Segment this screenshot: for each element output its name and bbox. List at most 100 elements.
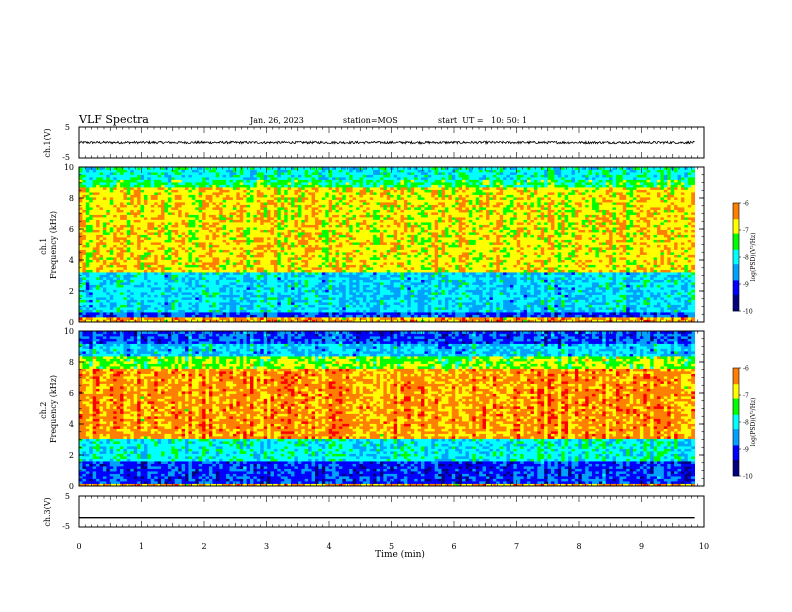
spectrogram-cell (663, 314, 668, 318)
spectrogram-cell (670, 284, 675, 288)
spectrogram-cell (294, 319, 299, 323)
spectrogram-cell (585, 312, 589, 315)
spectrogram-cell (362, 307, 367, 310)
spectrogram-cell (479, 284, 483, 288)
spectrogram-cell (379, 309, 384, 313)
spectrogram-cell (574, 264, 579, 268)
spectrogram-cell (273, 319, 278, 323)
spectrogram-cell (650, 292, 654, 295)
spectrogram-cell (143, 279, 148, 283)
spectrogram-cell (338, 274, 343, 278)
spectrogram-cell (650, 319, 654, 323)
spectrogram-cell (574, 262, 579, 265)
spectrogram-cell (410, 287, 415, 290)
spectrogram-cell (561, 284, 566, 288)
spectrogram-cell (96, 257, 100, 260)
spectrogram-cell (533, 267, 538, 270)
spectrogram-cell (636, 304, 641, 308)
spectrogram-cell (646, 257, 651, 260)
spectrogram-cell (609, 262, 613, 265)
ch1-spectrogram-heatmap (79, 167, 696, 323)
spectrogram-cell (431, 279, 436, 283)
spectrogram-cell (465, 259, 470, 263)
spectrogram-cell (294, 314, 299, 318)
spectrogram-cell (260, 307, 265, 310)
spectrogram-cell (188, 294, 193, 298)
spectrogram-cell (82, 284, 87, 288)
spectrogram-cell (554, 267, 559, 270)
spectrogram-cell (674, 279, 678, 283)
spectrogram-cell (680, 319, 685, 323)
spectrogram-cell (506, 289, 511, 293)
spectrogram-cell (198, 267, 203, 270)
spectrogram-cell (280, 267, 285, 270)
spectrogram-cell (550, 272, 555, 275)
spectrogram-cell (571, 304, 576, 308)
spectrogram-cell (544, 309, 548, 313)
spectrogram-cell (424, 274, 429, 278)
spectrogram-cell (554, 307, 559, 310)
spectrogram-cell (308, 292, 312, 295)
spectrogram-cell (311, 307, 316, 310)
spectrogram-cell (164, 264, 169, 268)
spectrogram-cell (349, 319, 354, 323)
spectrogram-cell (383, 307, 388, 310)
spectrogram-cell (479, 257, 483, 260)
spectrogram-cell (123, 254, 128, 258)
spectrogram-cell (670, 264, 675, 268)
spectrogram-cell (133, 279, 138, 283)
spectrogram-cell (267, 269, 271, 273)
spectrogram-cell (550, 299, 555, 303)
spectrogram-cell (503, 264, 507, 268)
spectrogram-cell (653, 302, 658, 305)
spectrogram-cell (308, 277, 312, 280)
spectrogram-cell (386, 259, 391, 263)
spectrogram-cell (85, 279, 90, 283)
spectrogram-cell (143, 294, 148, 298)
spectrogram-cell (352, 289, 357, 293)
spectrogram-cell (434, 309, 439, 313)
spectrogram-cell (273, 312, 278, 315)
spectrogram-cell (96, 267, 100, 270)
spectrogram-cell (612, 282, 617, 285)
spectrogram-cell (294, 257, 299, 260)
spectrogram-cell (373, 287, 377, 290)
spectrogram-cell (554, 319, 559, 323)
spectrogram-cell (550, 312, 555, 315)
spectrogram-cell (417, 307, 422, 310)
spectrogram-cell (171, 259, 176, 263)
spectrogram-cell (294, 302, 299, 305)
spectrogram-cell (318, 307, 323, 310)
spectrogram-cell (486, 312, 490, 315)
spectrogram-cell (407, 262, 412, 265)
spectrogram-cell (509, 297, 514, 300)
spectrogram-cell (564, 259, 569, 263)
spectrogram-cell (612, 284, 617, 288)
spectrogram-cell (581, 289, 586, 293)
spectrogram-cell (133, 314, 138, 318)
spectrogram-cell (482, 312, 487, 315)
spectrogram-cell (677, 274, 682, 278)
spectrogram-cell (120, 284, 124, 288)
spectrogram-cell (120, 269, 124, 273)
spectrogram-cell (537, 257, 542, 260)
spectrogram-cell (383, 277, 388, 280)
spectrogram-cell (626, 299, 631, 303)
spectrogram-cell (366, 304, 371, 308)
spectrogram-cell (260, 317, 265, 320)
spectrogram-cell (612, 304, 617, 308)
spectrogram-cell (513, 272, 518, 275)
spectrogram-cell (390, 257, 395, 260)
spectrogram-cell (250, 309, 254, 313)
spectrogram-cell (301, 282, 306, 285)
spectrogram-cell (291, 279, 295, 283)
spectrogram-cell (147, 284, 152, 288)
spectrogram-cell (602, 267, 607, 270)
spectrogram-cell (653, 309, 658, 313)
spectrogram-cell (195, 259, 200, 263)
spectrogram-cell (126, 314, 131, 318)
spectrogram-cell (171, 312, 176, 315)
spectrogram-cell (229, 279, 234, 283)
spectrogram-cell (650, 297, 654, 300)
spectrogram-cell (171, 319, 176, 323)
